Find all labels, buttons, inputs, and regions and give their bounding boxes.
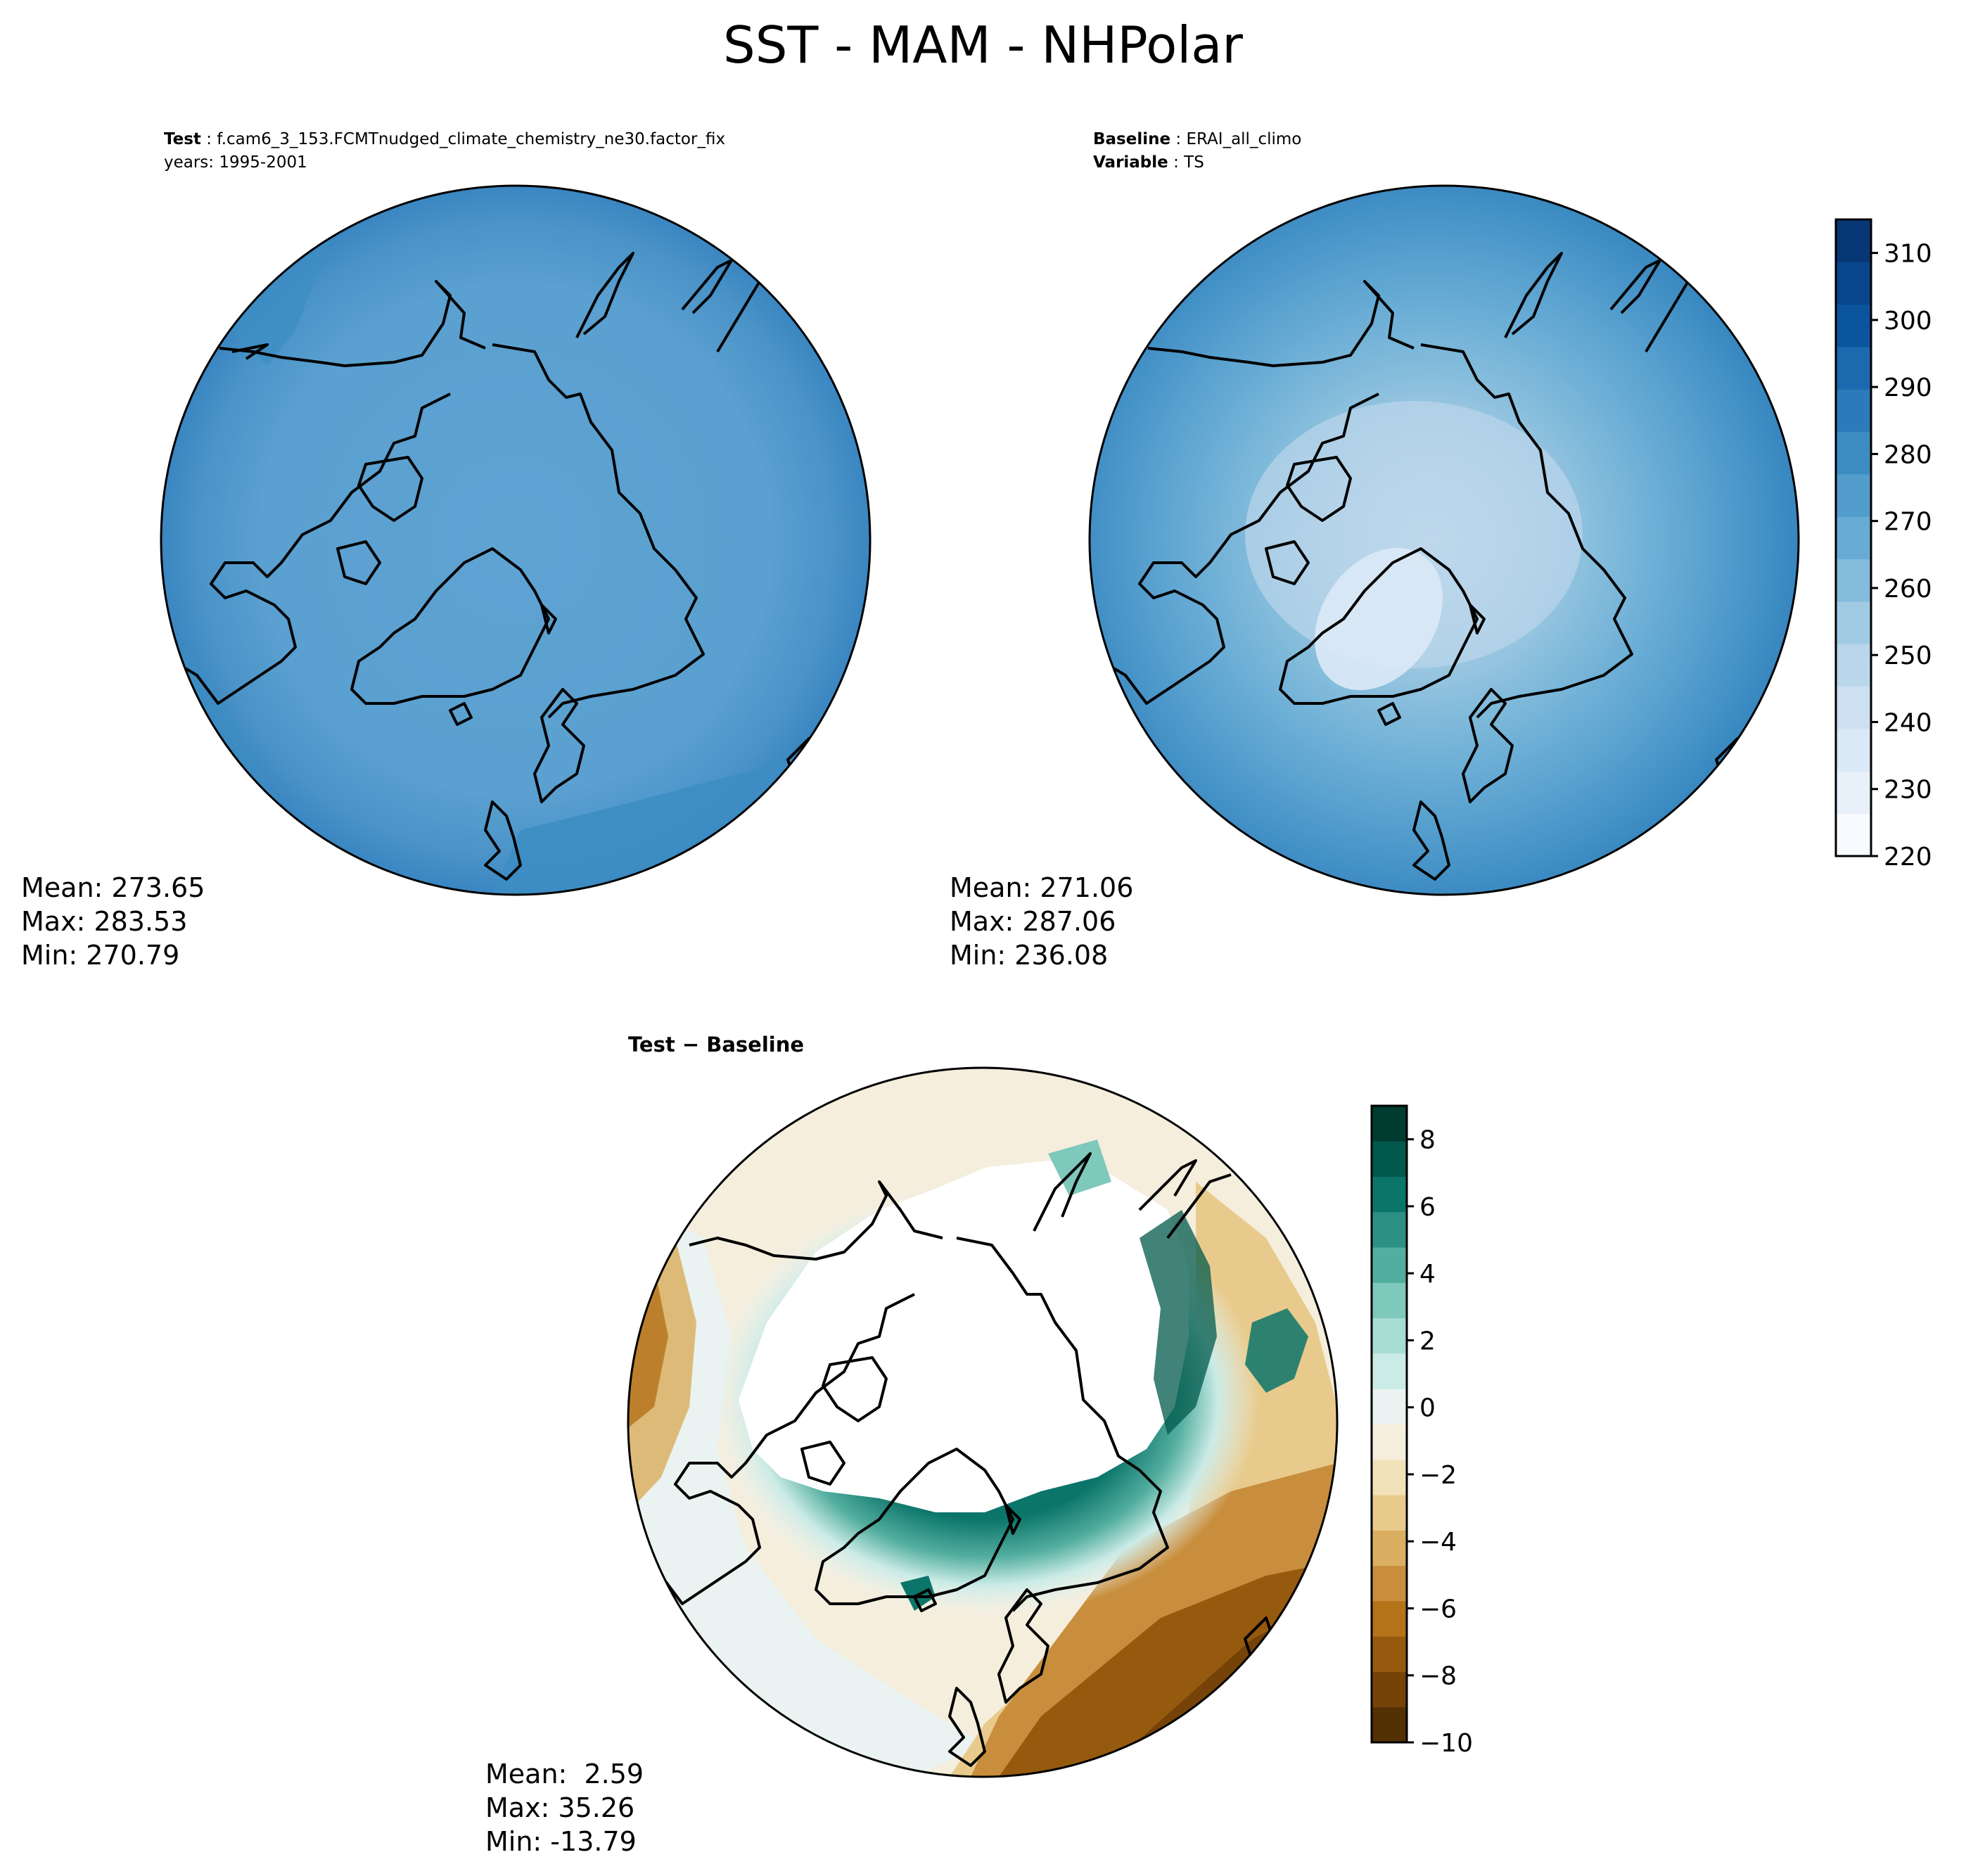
colorbar-diff-tick-label: 0 <box>1419 1394 1436 1423</box>
colorbar-diff-segment <box>1372 1600 1407 1637</box>
colorbar-diff-segment <box>1372 1706 1407 1743</box>
colorbar-main-segment <box>1836 601 1871 644</box>
figure-title: SST - MAM - NHPolar <box>722 15 1244 75</box>
colorbar-main-border <box>1834 218 1872 857</box>
colorbar-diff-segment <box>1372 1459 1407 1495</box>
colorbar-diff-segment <box>1372 1106 1407 1142</box>
baseline-map-border <box>1088 184 1800 896</box>
colorbar-main-segment <box>1836 431 1871 475</box>
colorbar-main-segment <box>1836 219 1871 262</box>
colorbar-diff-segment <box>1372 1176 1407 1213</box>
colorbar-diff-segment <box>1372 1141 1407 1178</box>
colorbar-diff-segment <box>1372 1353 1407 1389</box>
colorbar-main-tick-label: 270 <box>1884 508 1932 537</box>
colorbar-main-segment <box>1836 474 1871 517</box>
baseline-mean: Mean: 271.06 <box>950 872 1134 903</box>
colorbar-diff-segment <box>1372 1247 1407 1283</box>
diff-coastlines <box>632 1152 1275 1767</box>
colorbar-main-segment <box>1836 347 1871 390</box>
colorbar-main-segment <box>1836 729 1871 772</box>
colorbar-diff: −10 −8 −6 −4 −2 0 2 4 6 8 <box>1370 1104 1473 1758</box>
colorbar-main-tick-label: 230 <box>1884 776 1932 805</box>
colorbar-main-tick-label: 300 <box>1884 307 1932 336</box>
colorbar-diff-segment <box>1372 1389 1407 1424</box>
colorbar-diff-segment <box>1372 1424 1407 1460</box>
colorbar-main: 220 230 240 250 260 270 280 290 300 310 <box>1834 218 1932 872</box>
test-mean: Mean: 273.65 <box>21 872 205 903</box>
colorbar-diff-segment <box>1372 1636 1407 1672</box>
colorbar-main-segment <box>1836 813 1871 857</box>
colorbar-main-segment <box>1836 262 1871 305</box>
colorbar-main-tick-label: 260 <box>1884 575 1932 604</box>
diff-stats: Mean: 2.59 Max: 35.26 Min: -13.79 <box>485 1757 644 1858</box>
colorbar-main-segment <box>1836 304 1871 347</box>
diff-map-border <box>627 1066 1339 1778</box>
colorbar-main-segment <box>1836 389 1871 433</box>
test-min: Min: 270.79 <box>21 940 180 971</box>
colorbar-diff-tick-label: 6 <box>1419 1193 1436 1222</box>
baseline-name: ERAI_all_climo <box>1186 130 1302 148</box>
colorbar-diff-border <box>1370 1104 1408 1744</box>
colorbar-diff-segment <box>1372 1211 1407 1248</box>
colorbar-diff-tick-label: −8 <box>1419 1662 1457 1691</box>
test-max: Max: 283.53 <box>21 906 188 937</box>
colorbar-main-tick-label: 310 <box>1884 240 1932 269</box>
colorbar-diff-segment <box>1372 1282 1407 1319</box>
colorbar-diff-tick-label: 4 <box>1419 1260 1436 1289</box>
test-coastlines <box>161 252 817 881</box>
test-map <box>160 184 872 896</box>
colorbar-main-tick-label: 220 <box>1884 843 1932 872</box>
variable-name: TS <box>1184 153 1204 172</box>
baseline-stats: Mean: 271.06 Max: 287.06 Min: 236.08 <box>950 871 1133 972</box>
colorbar-diff-tick-label: −10 <box>1419 1729 1473 1758</box>
colorbar-main-tick-label: 250 <box>1884 642 1932 670</box>
colorbar-diff-segment <box>1372 1495 1407 1531</box>
baseline-label: Baseline <box>1093 130 1171 148</box>
colorbar-diff-segment <box>1372 1671 1407 1708</box>
colorbar-main-tick-label: 280 <box>1884 440 1932 469</box>
colorbar-diff-tick-label: −4 <box>1419 1528 1457 1557</box>
colorbar-main-segment <box>1836 771 1871 815</box>
colorbar-diff-tick-label: −6 <box>1419 1595 1457 1623</box>
baseline-info: Baseline : ERAI_all_climo Variable : TS <box>1093 130 1302 172</box>
colorbar-diff-segment <box>1372 1317 1407 1354</box>
test-stats: Mean: 273.65 Max: 283.53 Min: 270.79 <box>21 871 205 972</box>
diff-min: Min: -13.79 <box>485 1826 637 1857</box>
colorbar-diff-segment <box>1372 1530 1407 1566</box>
colorbar-diff-tick-label: 2 <box>1419 1327 1436 1355</box>
colorbar-main-segment <box>1836 559 1871 602</box>
diff-map <box>627 1066 1339 1778</box>
test-years: years: 1995-2001 <box>164 153 307 172</box>
variable-label: Variable <box>1093 153 1168 172</box>
test-case-name: f.cam6_3_153.FCMTnudged_climate_chemistr… <box>217 130 726 148</box>
colorbar-diff-tick-label: 8 <box>1419 1126 1436 1155</box>
colorbar-main-segment <box>1836 516 1871 560</box>
colorbar-main-tick-label: 240 <box>1884 708 1932 737</box>
colorbar-diff-tick-label: −2 <box>1419 1461 1457 1490</box>
colorbar-main-segment <box>1836 644 1871 687</box>
colorbar-main-segment <box>1836 686 1871 729</box>
test-case-info: Test : f.cam6_3_153.FCMTnudged_climate_c… <box>164 130 726 172</box>
diff-max: Max: 35.26 <box>485 1792 635 1823</box>
baseline-max: Max: 287.06 <box>950 906 1116 937</box>
baseline-map <box>1088 184 1800 896</box>
test-map-border <box>160 184 872 896</box>
diff-mean: Mean: 2.59 <box>485 1759 644 1789</box>
diff-panel-title: Test − Baseline <box>628 1033 805 1057</box>
test-label: Test <box>164 130 201 148</box>
colorbar-diff-segment <box>1372 1565 1407 1602</box>
colorbar-main-tick-label: 290 <box>1884 374 1932 402</box>
baseline-min: Min: 236.08 <box>950 940 1109 971</box>
